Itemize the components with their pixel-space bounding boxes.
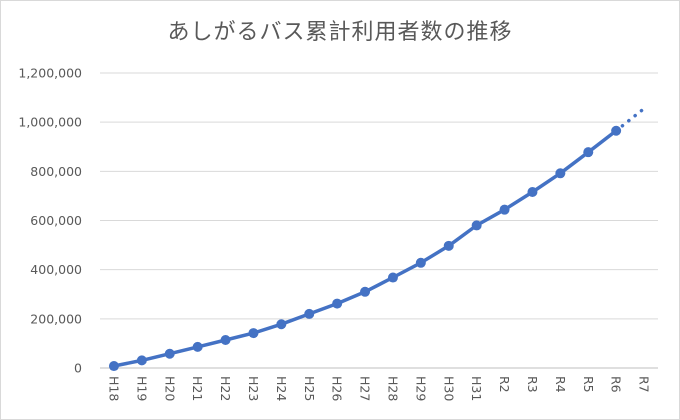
projection-line [614,106,646,133]
data-point [276,319,287,330]
x-tick-label: R7 [637,376,652,393]
data-point [499,204,510,215]
x-tick-label: H23 [246,376,261,401]
data-point [583,147,594,158]
data-point [108,361,119,372]
data-point [527,186,538,197]
data-point [192,341,203,352]
chart-title: あしがるバス累計利用者数の推移 [167,20,513,45]
x-tick-label: R2 [497,376,512,393]
x-tick-label: H20 [162,376,177,401]
x-tick-label: R5 [581,376,596,393]
x-axis-ticks: H18 H19 H20 H21 H22 H23 H24 H25 H26 H27 H28 H29 H30 H… [106,376,651,401]
x-tick-label: H27 [358,376,373,401]
data-point [360,286,371,297]
series-lines [112,106,646,368]
data-point [136,355,147,366]
data-point [304,308,315,319]
y-tick-label: 400,000 [30,262,82,277]
series-line [112,129,618,368]
x-tick-label: H25 [302,376,317,401]
x-tick-label: R4 [553,376,568,393]
x-tick-label: H21 [190,376,205,401]
x-tick-label: H31 [469,376,484,401]
y-tick-label: 600,000 [30,213,82,228]
data-point [443,240,454,251]
data-point [332,298,343,309]
x-tick-label: H29 [413,376,428,401]
x-tick-label: H26 [330,376,345,401]
x-tick-label: H28 [385,376,400,401]
data-point [387,272,398,283]
y-tick-label: 1,000,000 [18,115,82,130]
x-tick-label: H24 [274,376,289,401]
x-tick-label: H30 [441,376,456,401]
y-tick-label: 800,000 [30,164,82,179]
x-tick-label: H18 [106,376,121,401]
data-point [471,220,482,231]
y-tick-label: 200,000 [30,311,82,326]
data-point [555,168,566,179]
x-tick-label: R6 [609,376,624,393]
data-point [164,348,175,359]
data-point [415,257,426,268]
data-point [611,125,622,136]
y-tick-label: 1,200,000 [18,66,82,81]
y-tick-label: 0 [74,361,82,376]
series-points [108,125,622,372]
x-tick-label: R3 [525,376,540,393]
data-point [248,328,259,339]
y-axis-ticks: 0 200,000 400,000 600,000 800,000 1,000,000 1,… [18,66,82,376]
x-tick-label: H19 [134,376,149,401]
gridlines [100,72,658,369]
x-tick-label: H22 [218,376,233,401]
data-point [220,334,231,345]
